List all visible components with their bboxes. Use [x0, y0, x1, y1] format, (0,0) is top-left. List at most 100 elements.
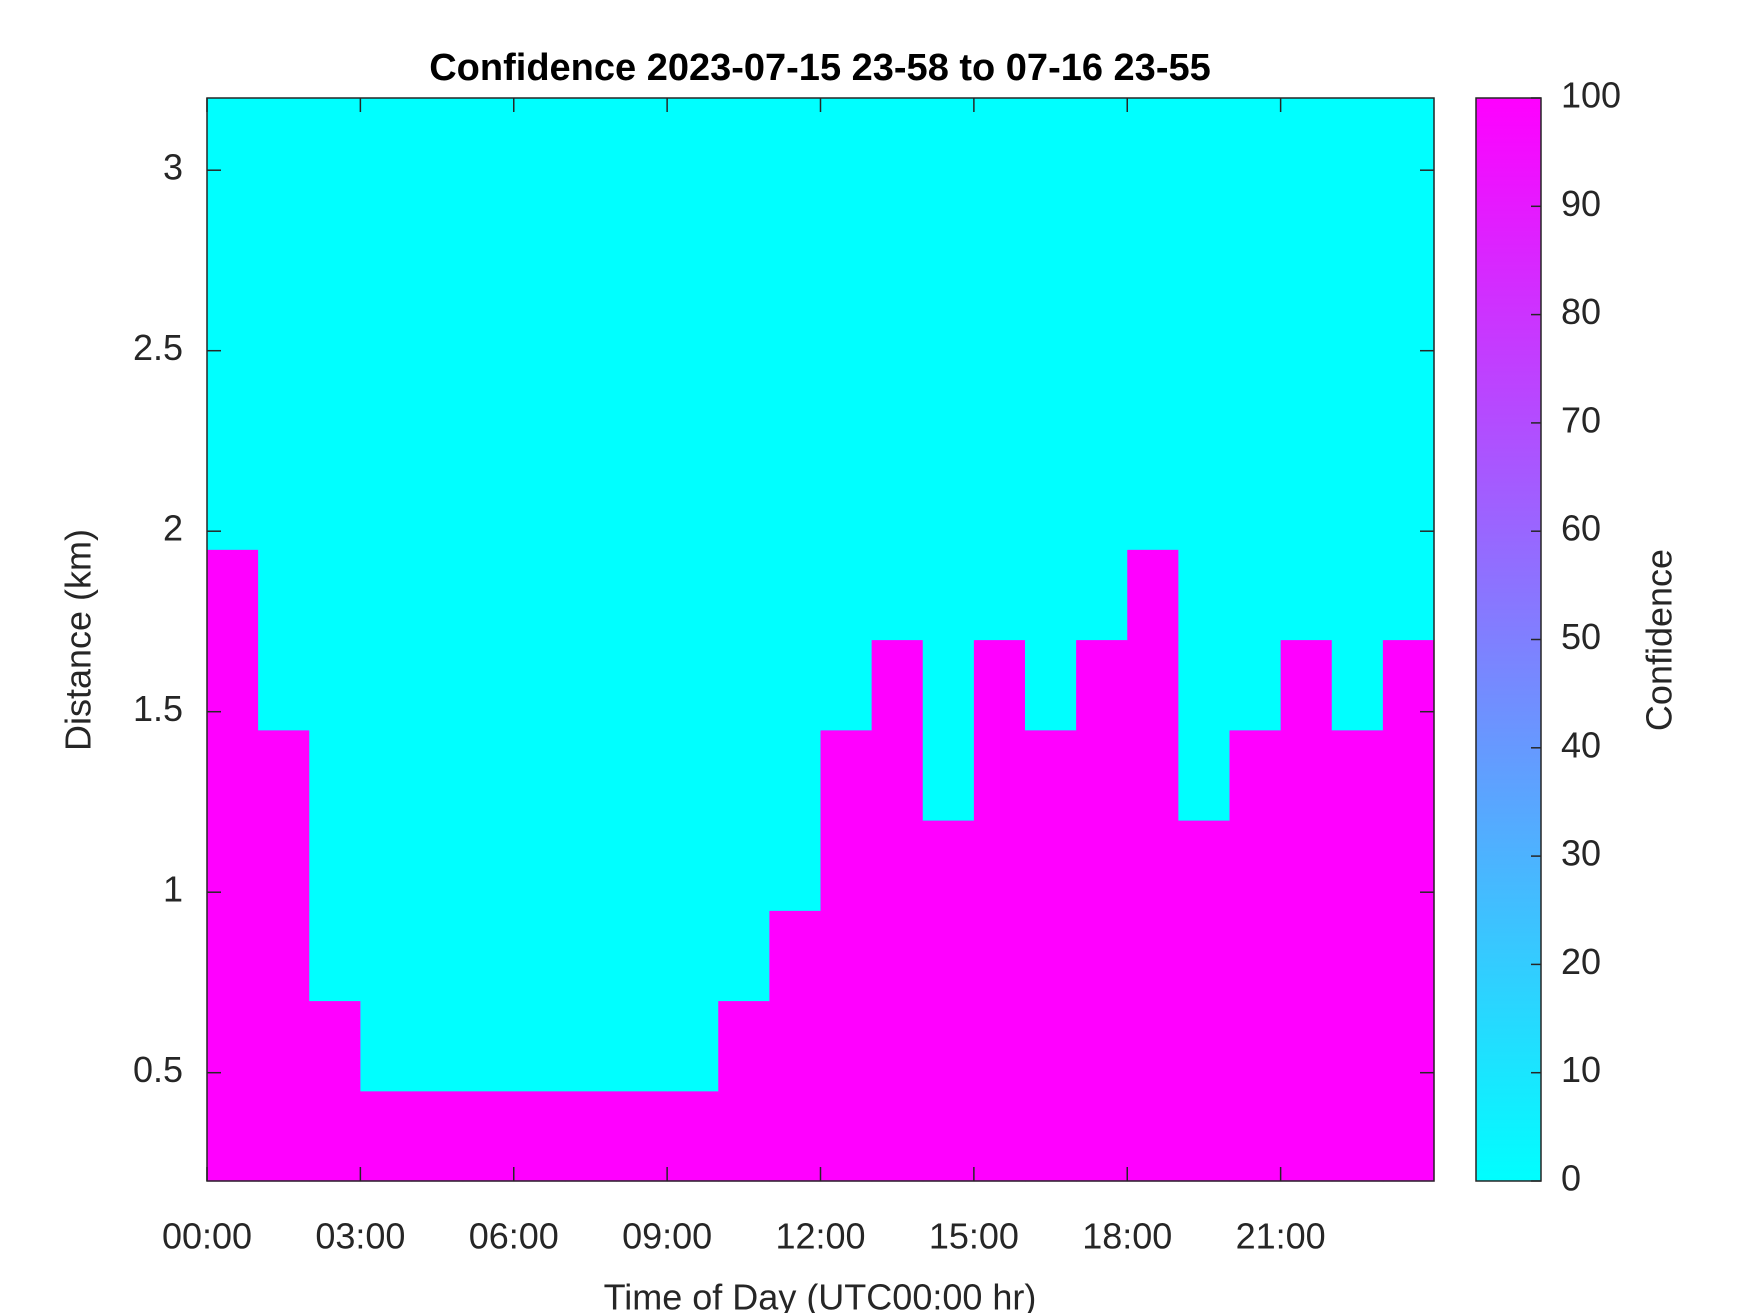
- heatmap-cell: [1280, 639, 1333, 731]
- heatmap-cell: [667, 729, 719, 821]
- heatmap-cell: [616, 639, 668, 731]
- heatmap-cell: [1178, 188, 1231, 280]
- heatmap-cell: [1229, 368, 1282, 460]
- heatmap-cell: [1025, 820, 1077, 911]
- heatmap-cell: [462, 1090, 515, 1182]
- heatmap-cell: [1127, 910, 1179, 1002]
- heatmap-cell: [1229, 820, 1282, 911]
- heatmap-cell: [1076, 820, 1128, 911]
- y-tick-label: 1.5: [133, 688, 183, 729]
- heatmap-cell: [820, 188, 873, 280]
- heatmap-cell: [922, 1000, 975, 1092]
- heatmap-cell: [1229, 188, 1282, 280]
- heatmap-cell: [820, 639, 873, 731]
- heatmap-cell: [207, 639, 259, 731]
- heatmap-cell: [207, 1000, 259, 1092]
- heatmap-cell: [1025, 729, 1077, 821]
- heatmap-cell: [1382, 188, 1435, 280]
- heatmap-cell: [564, 1000, 617, 1092]
- y-tick-label: 2.5: [133, 327, 183, 368]
- heatmap-cell: [667, 278, 719, 370]
- y-tick-label: 1: [163, 869, 183, 910]
- y-tick-label: 3: [163, 147, 183, 188]
- heatmap-cell: [309, 188, 361, 280]
- heatmap-cell: [616, 188, 668, 280]
- heatmap-cell: [1229, 639, 1282, 731]
- heatmap-cell: [360, 278, 413, 370]
- heatmap-cell: [462, 188, 515, 280]
- heatmap-cell: [616, 729, 668, 821]
- heatmap-cell: [1178, 98, 1231, 189]
- heatmap-cell: [564, 98, 617, 189]
- heatmap-cell: [1127, 820, 1179, 911]
- heatmap-cell: [871, 1090, 924, 1182]
- heatmap-cell: [462, 820, 515, 911]
- heatmap-cell: [1178, 549, 1231, 641]
- heatmap-cell: [616, 98, 668, 189]
- heatmap-cell: [1382, 549, 1435, 641]
- heatmap-cell: [411, 549, 464, 641]
- heatmap-cell: [769, 1000, 822, 1092]
- heatmap-cell: [1127, 1090, 1179, 1182]
- y-axis-label: Distance (km): [58, 529, 99, 751]
- heatmap-cell: [871, 188, 924, 280]
- heatmap-cell: [1127, 188, 1179, 280]
- heatmap-cell: [718, 910, 770, 1002]
- x-tick-label: 06:00: [469, 1216, 559, 1257]
- heatmap-cell: [411, 98, 464, 189]
- heatmap-cell: [1178, 910, 1231, 1002]
- chart-title: Confidence 2023-07-15 23-58 to 07-16 23-…: [429, 47, 1211, 89]
- heatmap-cell: [718, 98, 770, 189]
- heatmap-cell: [769, 1090, 822, 1182]
- heatmap-cell: [564, 820, 617, 911]
- heatmap-cell: [564, 188, 617, 280]
- heatmap-cell: [513, 98, 566, 189]
- heatmap-cell: [922, 639, 975, 731]
- heatmap-cell: [718, 188, 770, 280]
- heatmap-cell: [360, 910, 413, 1002]
- heatmap-cell: [769, 368, 822, 460]
- heatmap-cell: [462, 368, 515, 460]
- heatmap-cell: [718, 820, 770, 911]
- heatmap-cell: [360, 98, 413, 189]
- heatmap-cell: [973, 729, 1026, 821]
- heatmap-cell: [207, 459, 259, 550]
- heatmap-cell: [973, 278, 1026, 370]
- heatmap-cell: [769, 278, 822, 370]
- heatmap-cell: [1382, 729, 1435, 821]
- heatmap-cell: [207, 188, 259, 280]
- heatmap-cell: [1280, 1000, 1333, 1092]
- heatmap-cell: [1331, 639, 1384, 731]
- heatmap-cell: [718, 1090, 770, 1182]
- heatmap-cell: [973, 820, 1026, 911]
- heatmap-cell: [769, 910, 822, 1002]
- heatmap-cell: [769, 459, 822, 550]
- heatmap-cell: [718, 639, 770, 731]
- heatmap-cell: [871, 368, 924, 460]
- heatmap-cell: [616, 459, 668, 550]
- heatmap-cell: [820, 1090, 873, 1182]
- colorbar-tick-label: 80: [1561, 291, 1601, 332]
- heatmap-cell: [616, 278, 668, 370]
- heatmap-cell: [564, 459, 617, 550]
- heatmap-cell: [922, 278, 975, 370]
- heatmap-cell: [1076, 910, 1128, 1002]
- heatmap-cell: [360, 729, 413, 821]
- heatmap-cell: [871, 98, 924, 189]
- heatmap-cell: [360, 368, 413, 460]
- heatmap-cell: [1076, 639, 1128, 731]
- heatmap-cell: [1280, 278, 1333, 370]
- heatmap-cell: [1025, 639, 1077, 731]
- heatmap-cell: [513, 1000, 566, 1092]
- heatmap-cell: [1076, 549, 1128, 641]
- heatmap-cell: [258, 910, 310, 1002]
- heatmap-cell: [1229, 729, 1282, 821]
- heatmap-cell: [1025, 910, 1077, 1002]
- x-tick-label: 12:00: [775, 1216, 865, 1257]
- heatmap-cell: [1025, 1090, 1077, 1182]
- heatmap-cell: [309, 639, 361, 731]
- heatmap-cell: [1025, 1000, 1077, 1092]
- heatmap-cell: [309, 729, 361, 821]
- heatmap-cell: [207, 910, 259, 1002]
- heatmap-cell: [922, 188, 975, 280]
